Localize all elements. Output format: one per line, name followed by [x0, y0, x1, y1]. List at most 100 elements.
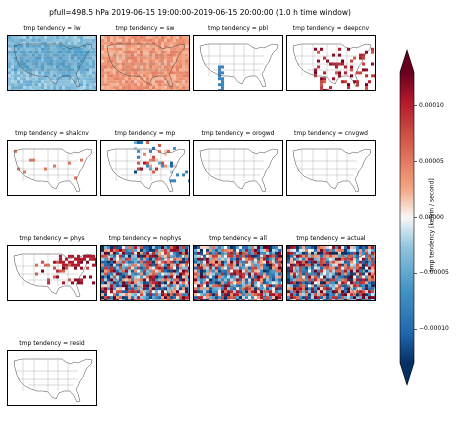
heatmap-cell	[170, 47, 174, 51]
heatmap-cell	[344, 269, 348, 273]
heatmap-cell	[149, 41, 153, 45]
heatmap-cell	[359, 296, 363, 300]
heatmap-cell	[374, 299, 375, 300]
heatmap-cell	[131, 65, 135, 69]
panel-title: tmp tendency = all	[209, 235, 267, 242]
heatmap-cell	[239, 266, 243, 270]
map-axes	[100, 140, 190, 196]
heatmap-cell	[44, 86, 48, 90]
heatmap-cell	[338, 275, 342, 279]
heatmap-cell	[128, 47, 132, 51]
heatmap-cell	[158, 80, 162, 84]
heatmap-cell	[242, 263, 246, 267]
heatmap-cell	[122, 248, 126, 252]
heatmap-cell	[353, 278, 357, 282]
colorbar-extend-min	[400, 363, 414, 385]
heatmap-cell	[47, 36, 51, 39]
heatmap-cell	[293, 251, 297, 255]
state-borders	[109, 254, 171, 287]
heatmap-cell	[59, 36, 63, 39]
heatmap-cell	[311, 266, 315, 270]
heatmap-cell	[146, 299, 150, 300]
heatmap-cell	[341, 251, 345, 255]
heatmap-cell	[101, 284, 105, 288]
heatmap-cell	[104, 251, 108, 255]
heatmap-cell	[20, 74, 24, 78]
heatmap-cell	[233, 246, 237, 249]
heatmap-cell	[185, 299, 189, 300]
heatmap-cell	[77, 257, 81, 261]
heatmap-cell	[251, 293, 255, 297]
heatmap-cell	[140, 293, 144, 297]
heatmap-cell	[317, 281, 321, 285]
heatmap-cell	[167, 278, 171, 282]
heatmap-cell	[329, 257, 333, 261]
heatmap-cell	[317, 269, 321, 273]
heatmap-cell	[149, 275, 153, 279]
heatmap-cell	[14, 50, 18, 54]
heatmap-cell	[158, 254, 162, 258]
heatmap-cell	[131, 293, 135, 297]
heatmap-cell	[74, 74, 78, 78]
heatmap-cell	[302, 284, 306, 288]
heatmap-cell	[149, 158, 153, 162]
heatmap-cell	[116, 38, 120, 42]
heatmap-cell	[341, 257, 345, 261]
heatmap-cell	[257, 263, 261, 267]
heatmap-cell	[305, 281, 309, 285]
heatmap-cell	[104, 269, 108, 273]
heatmap-cell	[230, 287, 234, 291]
panel-title: tmp tendency = orogwd	[201, 130, 275, 137]
heatmap-cell	[35, 89, 39, 90]
heatmap-cell	[152, 287, 156, 291]
heatmap-cell	[134, 36, 138, 39]
heatmap-cell	[44, 56, 48, 60]
heatmap-cell	[56, 269, 60, 273]
heatmap-cell	[83, 59, 87, 63]
heatmap-cell	[125, 251, 129, 255]
heatmap-cell	[152, 251, 156, 255]
heatmap-cell	[212, 281, 216, 285]
heatmap-cell	[182, 86, 186, 90]
heatmap-cell	[155, 260, 159, 264]
heatmap-cell	[122, 47, 126, 51]
heatmap-cell	[260, 275, 264, 279]
heatmap-cell	[305, 260, 309, 264]
heatmap-cell	[164, 47, 168, 51]
heatmap-cell	[188, 71, 189, 75]
heatmap-cell	[107, 260, 111, 264]
heatmap-cell	[104, 71, 108, 75]
heatmap-cell	[206, 260, 210, 264]
heatmap-cell	[110, 275, 114, 279]
heatmap-cell	[359, 71, 363, 75]
heatmap-cell	[11, 68, 15, 72]
heatmap-cell	[350, 266, 354, 270]
heatmap-cell	[356, 296, 360, 300]
heatmap-cell	[224, 275, 228, 279]
heatmap-cell	[128, 293, 132, 297]
heatmap-cell	[77, 56, 81, 60]
heatmap-cell	[209, 254, 213, 258]
heatmap-cell	[194, 263, 198, 267]
colorbar-label: tmp tendency [kelvin / second]	[428, 178, 436, 272]
heatmap-cell	[344, 257, 348, 261]
heatmap-cell	[104, 246, 108, 249]
heatmap-cell	[128, 71, 132, 75]
heatmap-cell	[170, 71, 174, 75]
heatmap-cell	[302, 248, 306, 252]
heatmap-cell	[275, 254, 279, 258]
heatmap-cell	[248, 281, 252, 285]
heatmap-cell	[113, 71, 117, 75]
heatmap-cell	[74, 59, 78, 63]
heatmap-cell	[335, 251, 339, 255]
heatmap-cell	[38, 80, 42, 84]
heatmap-cell	[65, 56, 69, 60]
heatmap-cell	[353, 284, 357, 288]
heatmap-cell	[113, 77, 117, 81]
heatmap-cell	[53, 164, 57, 168]
heatmap-cell	[122, 293, 126, 297]
heatmap-cell	[17, 80, 21, 84]
heatmap-cell	[326, 296, 330, 300]
heatmap-cell	[176, 50, 180, 54]
heatmap-cell	[296, 251, 300, 255]
